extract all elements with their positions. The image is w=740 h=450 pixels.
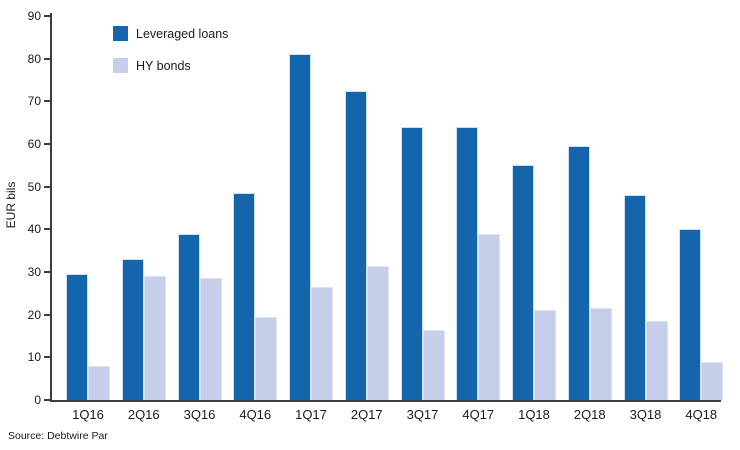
y-tick-mark [44, 15, 50, 17]
source-note: Source: Debtwire Par [8, 430, 108, 442]
bar-3Q16-leveraged-loans [177, 233, 200, 400]
hy-bonds-swatch [113, 58, 128, 73]
bar-4Q16-hy-bonds [255, 316, 278, 400]
bar-1Q16-hy-bonds [88, 365, 110, 400]
y-tick-mark [44, 399, 50, 401]
x-category-label: 2Q16 [127, 407, 160, 422]
y-tick-mark [44, 356, 50, 359]
y-tick-label: 90 [27, 9, 41, 23]
x-category-label: 3Q16 [183, 407, 216, 422]
bar-2Q17-hy-bonds [366, 265, 389, 400]
x-category-label: 1Q18 [518, 407, 550, 422]
y-tick-mark [44, 57, 50, 60]
bar-4Q17-leveraged-loans [456, 126, 479, 400]
legend-label-hy-bonds: HY bonds [136, 58, 191, 73]
legend-item-hy-bonds: HY bonds [113, 58, 228, 73]
bar-2Q16-hy-bonds [143, 276, 166, 400]
y-tick-label: 30 [27, 265, 41, 279]
y-tick-mark [44, 271, 50, 273]
x-category-label: 3Q18 [629, 407, 662, 422]
bar-2Q18-leveraged-loans [567, 146, 590, 400]
bar-2Q16-leveraged-loans [121, 259, 144, 400]
x-category-label: 4Q18 [685, 407, 718, 422]
y-tick-mark [44, 143, 50, 145]
bar-3Q18-leveraged-loans [623, 195, 646, 400]
y-tick-label: 40 [27, 222, 41, 237]
bar-1Q17-leveraged-loans [289, 54, 311, 400]
legend: Leveraged loans HY bonds [113, 26, 228, 90]
y-tick-mark [44, 185, 50, 188]
y-tick-label: 50 [27, 179, 41, 194]
legend-label-leveraged-loans: Leveraged loans [136, 26, 229, 41]
bar-1Q17-hy-bonds [311, 286, 333, 400]
bar-1Q18-hy-bonds [534, 310, 556, 400]
bar-1Q16-leveraged-loans [66, 274, 88, 400]
bar-3Q17-hy-bonds [422, 329, 445, 400]
x-category-label: 4Q17 [462, 407, 495, 422]
y-tick-label: 0 [34, 393, 41, 407]
y-tick-label: 60 [27, 137, 41, 151]
bar-2Q18-hy-bonds [589, 308, 612, 400]
x-category-label: 3Q17 [406, 407, 439, 422]
y-tick-label: 80 [27, 51, 41, 66]
bar-4Q17-hy-bonds [478, 233, 501, 400]
y-tick-mark [44, 228, 50, 231]
x-category-label: 4Q16 [239, 407, 272, 422]
leveraged-loans-swatch [113, 26, 128, 41]
bar-2Q17-leveraged-loans [344, 90, 367, 400]
bar-4Q18-leveraged-loans [679, 229, 702, 400]
bar-3Q16-hy-bonds [199, 278, 222, 400]
bar-3Q18-hy-bonds [645, 321, 668, 400]
y-tick-mark [44, 313, 50, 316]
bar-4Q18-hy-bonds [701, 361, 724, 400]
y-tick-label: 10 [27, 350, 41, 365]
x-category-label: 2Q17 [350, 407, 383, 422]
x-category-label: 1Q16 [72, 407, 104, 422]
bar-3Q17-leveraged-loans [400, 126, 423, 400]
y-tick-label: 20 [27, 307, 41, 322]
x-axis-line [50, 400, 721, 402]
x-category-label: 2Q18 [573, 407, 606, 422]
y-tick-label: 70 [27, 94, 41, 109]
y-axis-line [50, 13, 52, 402]
legend-item-leveraged-loans: Leveraged loans [113, 26, 228, 41]
y-tick-mark [44, 100, 50, 103]
x-category-label: 1Q17 [295, 407, 327, 422]
bar-4Q16-leveraged-loans [233, 193, 256, 400]
bar-1Q18-leveraged-loans [512, 165, 534, 400]
